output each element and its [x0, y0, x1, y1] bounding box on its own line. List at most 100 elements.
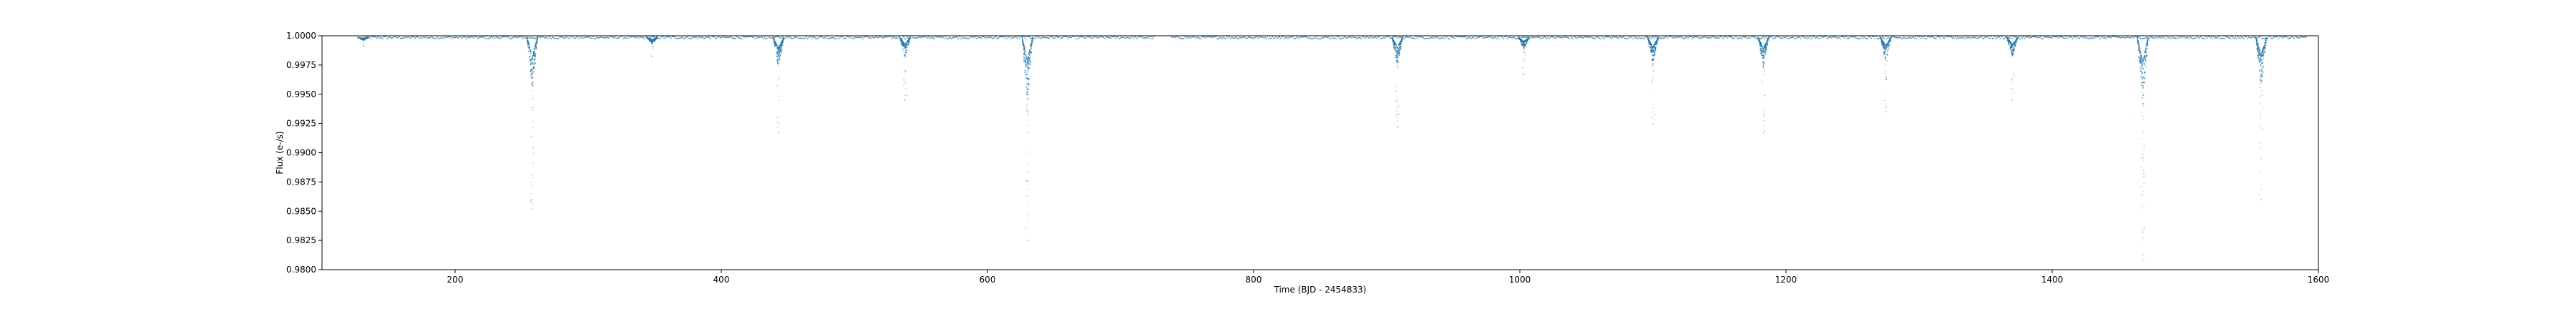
- flux-point: [2210, 37, 2211, 39]
- flux-point: [644, 38, 645, 39]
- flux-point: [623, 38, 624, 40]
- flux-point: [1777, 36, 1779, 38]
- flux-point: [1888, 45, 1890, 47]
- flux-point: [2061, 36, 2063, 38]
- flux-point: [1395, 48, 1396, 49]
- flux-point: [2043, 36, 2045, 38]
- flux-point: [1625, 37, 1626, 39]
- flux-point: [2137, 37, 2139, 39]
- flux-point: [1908, 36, 1910, 39]
- flux-point: [1911, 36, 1913, 39]
- flux-point: [902, 45, 904, 47]
- flux-point: [947, 38, 949, 40]
- flux-point: [863, 36, 865, 39]
- flux-point: [372, 36, 374, 38]
- flux-point: [1743, 36, 1745, 39]
- flux-point: [1597, 36, 1599, 39]
- flux-point: [904, 44, 906, 46]
- flux-point: [554, 38, 556, 39]
- flux-point: [1397, 49, 1399, 52]
- flux-point: [1979, 36, 1981, 38]
- flux-point: [2230, 37, 2232, 39]
- flux-point: [487, 38, 489, 39]
- flux-point: [1684, 36, 1687, 39]
- flux-point: [1399, 42, 1400, 44]
- flux-point: [1546, 38, 1548, 40]
- flux-point: [907, 43, 909, 45]
- flux-point: [387, 36, 389, 39]
- flux-point: [1210, 36, 1212, 39]
- flux-point: [2260, 82, 2262, 84]
- flux-point: [1362, 36, 1365, 37]
- flux-point: [1219, 36, 1221, 39]
- flux-point: [2260, 59, 2263, 62]
- flux-point: [1355, 37, 1357, 39]
- flux-point: [1316, 36, 1318, 38]
- flux-point: [2146, 36, 2148, 38]
- flux-point: [1886, 38, 1888, 40]
- flux-point: [2255, 39, 2258, 41]
- flux-point: [721, 36, 723, 39]
- flux-point: [2009, 48, 2011, 50]
- flux-point: [2200, 36, 2202, 37]
- flux-point: [663, 37, 665, 39]
- flux-point: [1688, 36, 1690, 38]
- flux-point: [1023, 36, 1024, 38]
- flux-point: [364, 37, 366, 39]
- flux-point: [1028, 84, 1030, 86]
- flux-point: [1416, 37, 1418, 39]
- flux-point: [528, 47, 530, 49]
- flux-point: [2258, 53, 2260, 55]
- flux-point: [1567, 36, 1569, 39]
- flux-point: [2008, 44, 2010, 46]
- flux-point: [1357, 37, 1358, 39]
- flux-point: [1890, 37, 1892, 39]
- flux-point: [972, 36, 974, 37]
- flux-point: [2261, 51, 2263, 53]
- flux-point: [1478, 36, 1480, 38]
- flux-point: [422, 36, 424, 38]
- flux-point: [2187, 37, 2190, 39]
- flux-point: [362, 39, 364, 41]
- flux-point: [1055, 36, 1057, 38]
- flux-point: [1795, 37, 1797, 39]
- flux-point: [780, 37, 782, 39]
- flux-point: [1649, 40, 1651, 42]
- flux-point: [1522, 67, 1523, 69]
- flux-point: [2262, 149, 2263, 151]
- flux-point: [1468, 37, 1470, 39]
- flux-point: [1367, 36, 1370, 39]
- flux-point: [2146, 40, 2148, 42]
- flux-point: [542, 36, 544, 38]
- flux-point: [1789, 37, 1791, 39]
- flux-point: [674, 36, 675, 38]
- flux-point: [532, 107, 534, 109]
- flux-point: [1766, 41, 1768, 44]
- flux-point: [548, 36, 550, 37]
- flux-point: [1901, 38, 1902, 40]
- flux-point: [1028, 89, 1030, 91]
- flux-point: [1863, 36, 1865, 39]
- flux-point: [1300, 36, 1302, 38]
- flux-point: [780, 51, 782, 52]
- flux-point: [1651, 80, 1652, 82]
- flux-point: [1129, 37, 1131, 39]
- flux-point: [1615, 36, 1617, 38]
- flux-point: [1025, 227, 1027, 230]
- flux-point: [1026, 104, 1028, 106]
- flux-point: [2139, 59, 2141, 61]
- flux-point: [900, 39, 902, 41]
- flux-point: [1533, 36, 1535, 39]
- flux-point: [1178, 37, 1180, 39]
- flux-point: [1578, 36, 1580, 38]
- flux-point: [849, 37, 851, 39]
- flux-point: [953, 36, 955, 39]
- flux-point: [1712, 36, 1714, 38]
- flux-point: [2263, 44, 2265, 46]
- flux-point: [2262, 70, 2264, 72]
- flux-point: [1506, 38, 1508, 39]
- flux-point: [1653, 54, 1655, 57]
- flux-point: [776, 56, 779, 58]
- flux-point: [890, 37, 892, 39]
